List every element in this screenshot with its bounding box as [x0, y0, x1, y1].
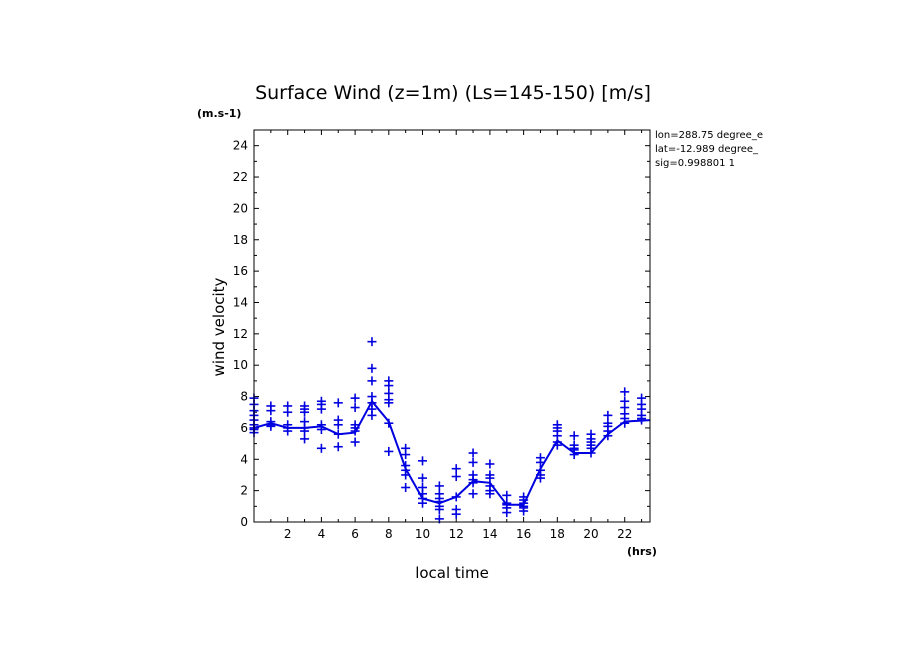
- wind-sample-point: [586, 448, 596, 458]
- wind-sample-point: [283, 407, 293, 417]
- y-tick-label: 10: [233, 358, 248, 372]
- wind-sample-point: [266, 421, 276, 431]
- y-tick-label: 4: [240, 452, 248, 466]
- info-clip: [650, 128, 904, 170]
- wind-sample-point: [451, 472, 461, 482]
- wind-sample-point: [485, 459, 495, 469]
- wind-sample-point: [434, 504, 444, 514]
- wind-sample-point: [316, 443, 326, 453]
- y-tick-label: 6: [240, 421, 248, 435]
- y-tick-label: 2: [240, 484, 248, 498]
- wind-sample-point: [384, 418, 394, 428]
- wind-sample-point: [350, 403, 360, 413]
- wind-sample-point: [350, 437, 360, 447]
- x-tick-label: 10: [415, 527, 430, 541]
- chart-title: Surface Wind (z=1m) (Ls=145-150) [m/s]: [255, 82, 651, 104]
- y-axis-label: wind velocity: [210, 277, 228, 376]
- wind-sample-point: [434, 481, 444, 491]
- y-tick-label: 22: [233, 170, 248, 184]
- x-tick-label: 12: [449, 527, 464, 541]
- y-tick-label: 14: [233, 295, 248, 309]
- wind-sample-point: [384, 381, 394, 391]
- x-tick-label: 14: [482, 527, 497, 541]
- x-axis-label: local time: [415, 564, 489, 582]
- wind-sample-point: [502, 490, 512, 500]
- plot-frame: [253, 129, 651, 523]
- x-units-label: (hrs): [627, 545, 657, 558]
- x-tick-label: 22: [617, 527, 632, 541]
- wind-sample-point: [569, 431, 579, 441]
- wind-sample-point: [300, 434, 310, 444]
- x-tick-label: 16: [516, 527, 531, 541]
- wind-sample-point: [603, 431, 613, 441]
- y-units-label: (m.s-1): [197, 107, 241, 120]
- wind-sample-point: [603, 410, 613, 420]
- wind-sample-point: [384, 446, 394, 456]
- y-tick-label: 12: [233, 327, 248, 341]
- x-tick-label: 18: [550, 527, 565, 541]
- y-tick-label: 0: [240, 515, 248, 529]
- wind-sample-point: [300, 426, 310, 436]
- wind-sample-point: [316, 404, 326, 414]
- wind-sample-point: [485, 489, 495, 499]
- wind-sample-point: [333, 420, 343, 430]
- x-tick-label: 4: [318, 527, 326, 541]
- wind-sample-point: [468, 478, 478, 488]
- wind-sample-point: [535, 457, 545, 467]
- wind-sample-point: [401, 450, 411, 460]
- y-tick-label: 24: [233, 139, 248, 153]
- wind-sample-point: [418, 456, 428, 466]
- wind-sample-point: [552, 440, 562, 450]
- wind-sample-point: [418, 498, 428, 508]
- wind-sample-point: [316, 424, 326, 434]
- wind-sample-point: [367, 363, 377, 373]
- info-latitude: lat=-12.989 degree_: [655, 144, 759, 155]
- x-tick-label: 8: [385, 527, 393, 541]
- wind-sample-point: [451, 492, 461, 502]
- mean-wind-line: [253, 399, 651, 506]
- wind-sample-point: [300, 407, 310, 417]
- x-tick-label: 20: [583, 527, 598, 541]
- y-tick-label: 18: [233, 233, 248, 247]
- wind-sample-point: [468, 457, 478, 467]
- info-sigma: sig=0.998801 1: [655, 158, 735, 169]
- wind-sample-point: [468, 448, 478, 458]
- wind-sample-point: [384, 398, 394, 408]
- wind-sample-point: [283, 426, 293, 436]
- wind-sample-point: [367, 376, 377, 386]
- wind-sample-point: [401, 470, 411, 480]
- wind-sample-point: [401, 483, 411, 493]
- wind-sample-point: [468, 489, 478, 499]
- wind-sample-point: [502, 508, 512, 518]
- wind-sample-point: [350, 426, 360, 436]
- y-tick-label: 16: [233, 264, 248, 278]
- wind-sample-point: [451, 464, 461, 474]
- x-tick-label: 2: [284, 527, 292, 541]
- y-tick-label: 8: [240, 390, 248, 404]
- wind-sample-point: [333, 398, 343, 408]
- wind-sample-point: [569, 450, 579, 460]
- wind-sample-point: [637, 415, 647, 425]
- wind-sample-point: [451, 509, 461, 519]
- wind-sample-point: [333, 429, 343, 439]
- wind-sample-point: [367, 410, 377, 420]
- wind-sample-point: [350, 393, 360, 403]
- info-longitude: lon=288.75 degree_e: [655, 130, 763, 141]
- y-tick-label: 20: [233, 201, 248, 215]
- wind-sample-point: [367, 337, 377, 347]
- wind-sample-point: [266, 406, 276, 416]
- wind-sample-point: [418, 473, 428, 483]
- wind-sample-point: [620, 418, 630, 428]
- wind-sample-point: [620, 387, 630, 397]
- wind-sample-point: [519, 506, 529, 516]
- wind-sample-point: [535, 473, 545, 483]
- x-tick-label: 6: [351, 527, 359, 541]
- wind-sample-point: [333, 442, 343, 452]
- wind-sample-point: [485, 473, 495, 483]
